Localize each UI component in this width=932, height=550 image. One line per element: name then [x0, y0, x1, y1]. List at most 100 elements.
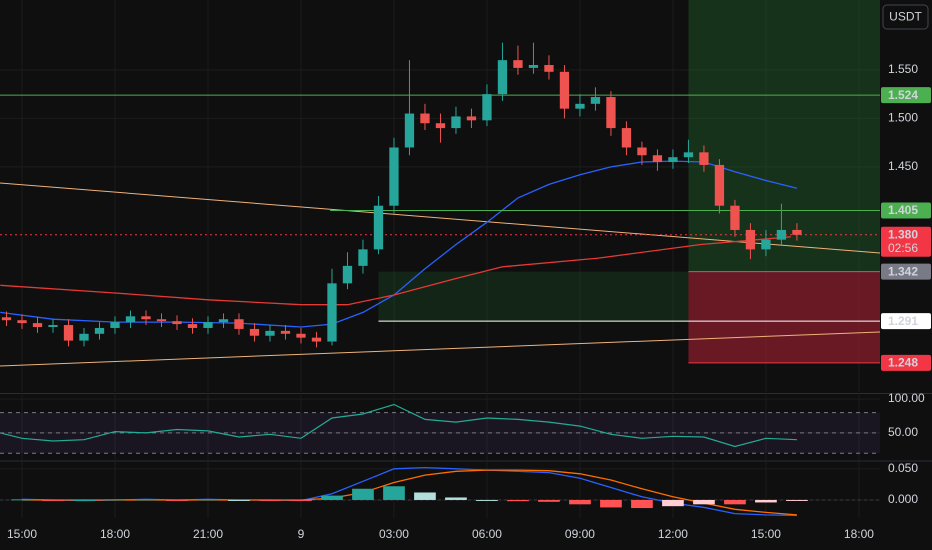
histogram-bar — [383, 486, 405, 500]
price-label: 1.524 — [888, 88, 918, 102]
candle-body — [528, 65, 539, 68]
histogram-bar — [228, 499, 250, 501]
candle-body — [482, 94, 492, 121]
currency: USDT — [889, 10, 922, 24]
candle-body — [218, 319, 229, 323]
candle-body — [373, 205, 384, 250]
histogram-bar — [166, 499, 188, 501]
histogram-bar — [11, 499, 33, 501]
y-tick-label: 1.550 — [888, 62, 918, 76]
candle-body — [280, 330, 291, 334]
price-label-box — [881, 354, 931, 371]
y-tick-label: 1.450 — [888, 159, 918, 173]
entry-zone — [378, 271, 689, 322]
histogram-bar — [321, 495, 343, 500]
price-label-box — [881, 263, 931, 280]
histogram-bar — [73, 499, 95, 501]
histogram-bar — [259, 499, 281, 501]
histogram-bar — [445, 497, 467, 500]
candle-body — [590, 97, 601, 104]
candle-body — [187, 324, 198, 328]
histogram-bar — [42, 499, 64, 501]
candle-body — [342, 265, 353, 284]
candle-body — [48, 325, 58, 327]
candle-body — [714, 164, 725, 206]
candle-body — [63, 325, 74, 341]
price-label-box — [881, 313, 931, 330]
candle-body — [389, 147, 399, 206]
histogram-bar — [631, 499, 653, 509]
price-label: 1.380 — [888, 227, 918, 241]
candle-body — [249, 328, 260, 336]
candle-body — [265, 330, 275, 336]
candle-body — [792, 229, 802, 235]
candle-body — [652, 155, 663, 163]
y-tick-label: 0.050 — [888, 461, 918, 475]
candle-body — [466, 116, 477, 121]
labels-layer: 15:00 18:00 21:00 9 03:00 06:00 09:00 12:00 15:0… — [7, 4, 931, 541]
histogram-bar — [476, 499, 498, 501]
candle-body — [94, 327, 105, 334]
price-label: 1.342 — [888, 264, 918, 278]
candle-body — [730, 205, 740, 230]
candle-body — [327, 283, 337, 342]
price-label: 1.248 — [888, 356, 918, 370]
x-tick-label: 21:00 — [193, 527, 223, 541]
histogram-bar — [104, 499, 126, 501]
candle-body — [32, 323, 43, 327]
x-tick-label: 9 — [298, 527, 305, 541]
candle-body — [668, 157, 678, 163]
candle-body — [776, 229, 787, 240]
lines-layer — [0, 94, 880, 517]
y-tick-label: 50.00 — [888, 425, 918, 439]
price-label-box — [881, 202, 931, 219]
candle-body — [699, 152, 709, 165]
candle-body — [761, 239, 771, 250]
candle-body — [79, 333, 89, 341]
x-tick-label: 09:00 — [565, 527, 595, 541]
histogram-bar — [507, 499, 529, 502]
x-tick-label: 18:00 — [100, 527, 130, 541]
currency-box — [882, 4, 929, 30]
histogram-bar — [693, 499, 715, 505]
profit-zone — [688, 0, 880, 272]
histogram-bar — [724, 499, 746, 505]
histogram-bar — [290, 499, 312, 501]
y-tick-label: 1.500 — [888, 111, 918, 125]
candle-body — [296, 333, 306, 338]
price-label: 1.405 — [888, 203, 918, 217]
x-tick-label: 06:00 — [472, 527, 502, 541]
x-tick-label: 15:00 — [7, 527, 37, 541]
candle-body — [497, 60, 508, 95]
histogram-bar — [786, 499, 808, 501]
candle-body — [575, 103, 585, 109]
candle-body — [621, 128, 632, 148]
boxes-layer — [0, 0, 881, 454]
marks-layer — [1, 42, 808, 509]
histogram-bar — [600, 499, 622, 508]
candle-body — [125, 316, 136, 323]
x-tick-label: 15:00 — [751, 527, 781, 541]
loss-zone — [688, 271, 880, 363]
candle-body — [683, 152, 694, 158]
candle-body — [559, 71, 570, 109]
rsi-line — [0, 403, 797, 448]
histogram-bar — [538, 499, 560, 502]
candle-body — [544, 65, 554, 72]
histogram-bar — [569, 499, 591, 505]
price-label-box — [881, 226, 931, 257]
histogram-bar — [662, 499, 684, 507]
candle-body — [637, 147, 647, 156]
candle-body — [513, 60, 523, 68]
histogram-bar — [414, 492, 436, 500]
candle-body — [435, 123, 446, 129]
x-tick-label: 18:00 — [844, 527, 874, 541]
candle-body — [203, 322, 213, 328]
candle-body — [606, 97, 616, 129]
y-tick-label: 0.000 — [888, 492, 918, 506]
candle-body — [1, 317, 12, 321]
candle-body — [172, 321, 182, 325]
candle-body — [451, 116, 461, 129]
